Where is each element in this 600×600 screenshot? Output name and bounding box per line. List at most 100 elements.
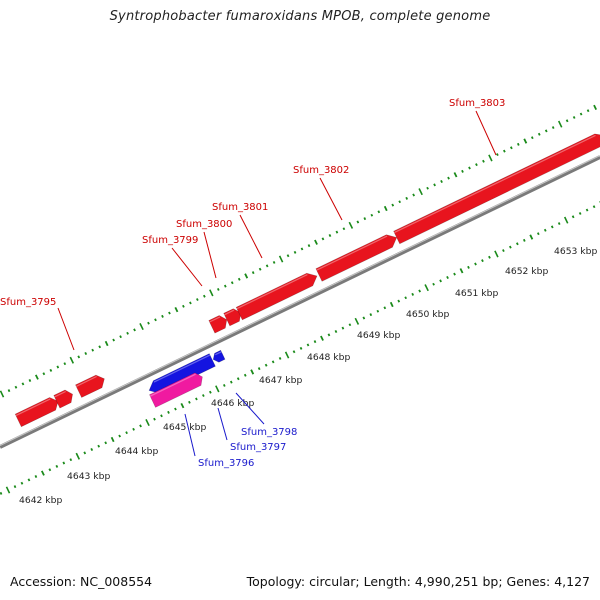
inner-ring-tick <box>20 481 24 485</box>
inner-ring-tick <box>139 424 142 428</box>
inner-ring-tick <box>397 299 401 303</box>
inner-ring-tick <box>481 259 484 263</box>
inner-ring-tick <box>69 458 73 462</box>
forward-gene-arrow <box>315 234 398 282</box>
outer-ring-tick <box>14 385 18 389</box>
outer-ring-tick <box>593 104 598 110</box>
inner-ring-tick <box>557 222 561 225</box>
label-leader-line <box>203 231 217 279</box>
inner-ring-tick <box>34 475 38 478</box>
outer-ring-tick <box>139 323 144 331</box>
outer-ring-tick <box>77 355 81 359</box>
outer-ring-tick <box>537 132 541 136</box>
inner-ring-tick <box>354 317 360 325</box>
outer-ring-tick <box>293 250 297 254</box>
inner-ring-tick <box>27 478 31 482</box>
outer-ring-tick <box>258 267 262 271</box>
outer-ring-tick <box>523 138 528 144</box>
backbone-line <box>0 155 600 449</box>
outer-ring-tick <box>321 237 325 241</box>
gene-label: Sfum_3803 <box>449 98 505 109</box>
scale-label: 4645 kbp <box>163 422 206 433</box>
forward-gene-arrow-highlight <box>394 134 596 234</box>
inner-ring-tick <box>563 216 569 224</box>
inner-ring-tick <box>411 292 415 296</box>
outer-ring-tick <box>56 365 60 369</box>
outer-ring-tick <box>154 318 157 322</box>
inner-ring-tick <box>264 363 268 367</box>
outer-ring-tick <box>377 210 381 214</box>
scale-label: 4652 kbp <box>505 266 548 277</box>
map-title: Syntrophobacter fumaroxidans MPOB, compl… <box>109 9 491 24</box>
inner-ring-tick <box>515 242 519 246</box>
outer-ring-tick <box>391 203 395 207</box>
outer-ring-tick <box>557 120 563 128</box>
inner-ring-tick <box>188 400 191 404</box>
outer-ring-tick <box>572 115 576 119</box>
outer-ring-tick <box>516 142 520 146</box>
inner-ring-tick <box>208 390 212 394</box>
outer-ring-tick <box>433 183 436 187</box>
inner-ring-tick <box>236 377 240 381</box>
inner-ring-tick <box>453 272 456 276</box>
outer-ring-tick <box>84 351 88 356</box>
scale-label: 4644 kbp <box>115 446 158 457</box>
inner-ring-tick <box>424 284 429 292</box>
outer-ring-tick <box>133 328 136 332</box>
inner-ring-tick <box>404 296 408 300</box>
outer-ring-tick <box>161 314 164 318</box>
outer-ring-tick <box>49 368 53 372</box>
outer-ring-tick <box>398 200 402 204</box>
inner-ring-tick <box>313 340 317 344</box>
outer-ring-tick <box>230 281 234 285</box>
inner-ring-tick <box>278 357 282 360</box>
scale-label: 4647 kbp <box>259 375 302 386</box>
reverse-gene-arrow-highlight <box>153 354 211 383</box>
outer-ring-tick <box>370 213 374 217</box>
inner-ring-tick <box>195 397 198 401</box>
inner-ring-tick <box>5 486 11 494</box>
outer-ring-tick <box>104 340 109 347</box>
inner-ring-tick <box>48 468 52 472</box>
outer-ring-tick <box>363 217 367 221</box>
outer-ring-tick <box>544 129 548 133</box>
scale-label: 4646 kbp <box>211 398 254 409</box>
inner-ring-tick <box>341 326 345 330</box>
label-leader-line <box>319 177 343 221</box>
outer-ring-tick <box>69 356 75 364</box>
outer-ring-tick <box>328 233 332 238</box>
outer-ring-tick <box>21 382 25 386</box>
label-leader-line <box>235 392 265 425</box>
inner-ring-tick <box>383 306 387 310</box>
outer-ring-tick <box>202 294 206 298</box>
inner-ring-tick <box>222 384 226 387</box>
inner-ring-tick <box>90 447 94 452</box>
outer-ring-tick <box>119 335 122 339</box>
scale-label: 4648 kbp <box>307 352 350 363</box>
inner-ring-tick <box>40 470 45 476</box>
gene-label: Sfum_3795 <box>0 297 56 308</box>
inner-ring-tick <box>83 451 87 455</box>
forward-gene-arrow-highlight <box>316 235 388 271</box>
forward-gene-arrow <box>235 272 318 321</box>
forward-gene-arrow-highlight <box>54 390 66 398</box>
inner-ring-tick <box>522 238 526 242</box>
outer-ring-tick <box>314 239 318 245</box>
outer-ring-tick <box>196 298 199 302</box>
inner-ring-tick <box>571 215 575 219</box>
inner-ring-tick <box>110 436 115 443</box>
reverse-gene-arrow <box>148 353 216 394</box>
outer-ring-tick <box>565 119 569 123</box>
outer-ring-tick <box>174 307 179 313</box>
reverse-gene-arrow <box>212 349 226 363</box>
outer-ring-tick <box>461 169 464 173</box>
inner-ring-tick <box>488 255 491 259</box>
forward-gene-arrow <box>14 397 59 428</box>
label-leader-line <box>171 247 203 287</box>
inner-ring-tick <box>327 333 331 337</box>
inner-ring-tick <box>459 268 464 274</box>
outer-ring-tick <box>112 338 115 342</box>
inner-ring-tick <box>446 275 449 280</box>
rna-gene-arrow-highlight <box>149 373 196 397</box>
label-leader-line <box>239 214 263 259</box>
